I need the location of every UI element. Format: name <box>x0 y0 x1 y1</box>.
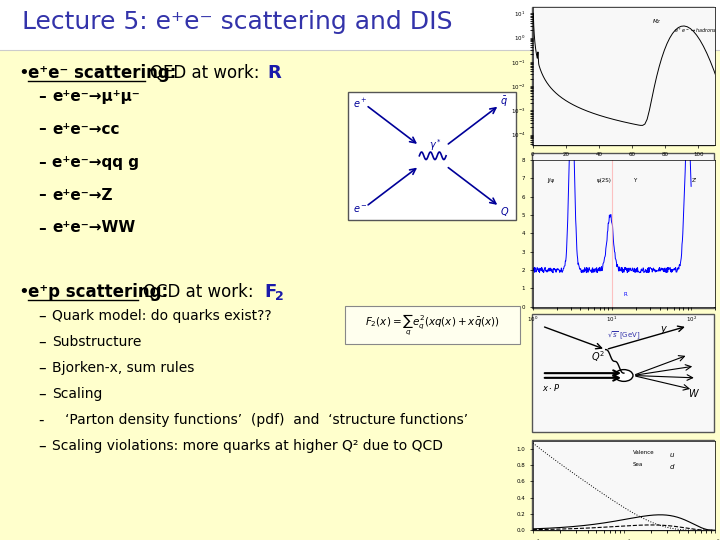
Text: $Q$: $Q$ <box>500 205 509 219</box>
Text: Substructure: Substructure <box>52 335 141 349</box>
Text: Quark model: do quarks exist??: Quark model: do quarks exist?? <box>52 309 271 323</box>
d <box>562 525 571 532</box>
Text: $e^+$: $e^+$ <box>353 97 367 110</box>
Text: $x \cdot P$: $x \cdot P$ <box>542 382 560 393</box>
Line: d: d <box>533 525 715 530</box>
Bar <box>345 306 520 344</box>
u <box>536 525 544 532</box>
Text: –: – <box>38 220 46 235</box>
Text: Z': Z' <box>691 178 696 183</box>
u <box>703 526 711 533</box>
Text: –: – <box>38 154 46 170</box>
d <box>536 526 544 533</box>
Text: e⁺e⁻→cc: e⁺e⁻→cc <box>52 122 120 137</box>
Text: $e^+e^- \rightarrow hadrons$: $e^+e^- \rightarrow hadrons$ <box>674 26 716 35</box>
Text: Valence: Valence <box>633 450 654 455</box>
Bar <box>532 440 714 530</box>
Text: $u$: $u$ <box>670 451 675 459</box>
Text: •: • <box>18 64 29 82</box>
Text: -: - <box>38 413 43 428</box>
d <box>577 525 585 531</box>
Text: •: • <box>18 283 29 301</box>
Text: –: – <box>38 361 45 375</box>
Text: ψ(2S): ψ(2S) <box>597 178 611 183</box>
Text: $\bar{q}$: $\bar{q}$ <box>500 95 508 109</box>
Text: $y$: $y$ <box>660 324 668 336</box>
Text: Lecture 5: e⁺e⁻ scattering and DIS: Lecture 5: e⁺e⁻ scattering and DIS <box>22 10 452 34</box>
Text: R: R <box>267 64 281 82</box>
Text: $F_2(x)=\sum_q e_q^2(xq(x)+x\bar{q}(x))$: $F_2(x)=\sum_q e_q^2(xq(x)+x\bar{q}(x))$ <box>364 313 500 338</box>
d <box>703 527 711 534</box>
d <box>539 526 548 532</box>
Text: $M_Z$: $M_Z$ <box>652 17 662 26</box>
Bar <box>532 7 714 145</box>
d <box>696 526 705 533</box>
Bar <box>532 314 714 432</box>
Text: $W$: $W$ <box>688 387 700 399</box>
u <box>539 525 548 532</box>
d <box>647 522 655 528</box>
Text: e⁺e⁻→Z: e⁺e⁻→Z <box>52 187 112 202</box>
Text: –: – <box>38 308 45 323</box>
Text: Scaling: Scaling <box>52 387 102 401</box>
Text: –: – <box>38 89 46 104</box>
Text: J/ψ: J/ψ <box>547 178 554 183</box>
Text: –: – <box>38 187 46 202</box>
Text: –: – <box>38 122 46 137</box>
Text: $Q^2$: $Q^2$ <box>591 349 605 364</box>
Circle shape <box>615 369 633 381</box>
Text: Bjorken-x, sum rules: Bjorken-x, sum rules <box>52 361 194 375</box>
u <box>711 527 719 534</box>
Text: Sea: Sea <box>633 462 644 467</box>
Text: $\gamma^*$: $\gamma^*$ <box>429 138 442 153</box>
Text: e⁺p scattering:: e⁺p scattering: <box>28 283 168 301</box>
u <box>696 524 705 530</box>
Text: e⁺e⁻→μ⁺μ⁻: e⁺e⁻→μ⁺μ⁻ <box>52 89 140 104</box>
u <box>656 511 665 518</box>
Text: QED at work:: QED at work: <box>150 64 259 82</box>
Text: Scaling violations: more quarks at higher Q² due to QCD: Scaling violations: more quarks at highe… <box>52 439 443 453</box>
Text: $e^-$: $e^-$ <box>353 204 367 215</box>
Text: QCD at work:: QCD at work: <box>143 283 253 301</box>
Text: –: – <box>38 438 45 454</box>
Line: u: u <box>533 515 715 530</box>
Text: 2: 2 <box>275 291 284 303</box>
u <box>577 523 585 529</box>
Bar <box>532 153 714 308</box>
Text: –: – <box>38 387 45 402</box>
u <box>528 525 537 532</box>
Text: Y: Y <box>633 178 636 183</box>
Bar <box>348 92 516 220</box>
d <box>528 526 537 533</box>
Text: $d$: $d$ <box>670 462 676 471</box>
u <box>562 524 571 530</box>
Text: R: R <box>624 293 628 298</box>
Text: ‘Parton density functions’  (pdf)  and  ‘structure functions’: ‘Parton density functions’ (pdf) and ‘st… <box>52 413 468 427</box>
X-axis label: $\sqrt{s}$ [GeV]: $\sqrt{s}$ [GeV] <box>607 329 641 341</box>
Text: F: F <box>264 283 276 301</box>
Text: –: – <box>38 334 45 349</box>
Text: e⁺e⁻→qq g: e⁺e⁻→qq g <box>52 154 139 170</box>
Bar <box>0 0 720 50</box>
Text: e⁺e⁻→WW: e⁺e⁻→WW <box>52 220 135 235</box>
d <box>711 527 719 534</box>
Text: e⁺e⁻ scattering:: e⁺e⁻ scattering: <box>28 64 176 82</box>
